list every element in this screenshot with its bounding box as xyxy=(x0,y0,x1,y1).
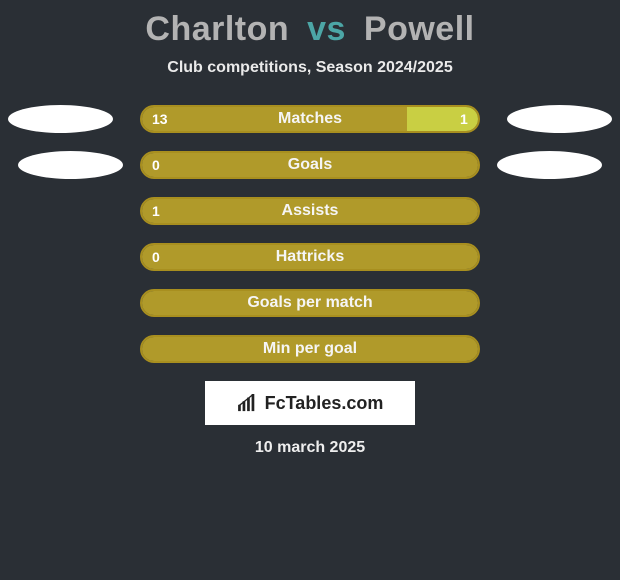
comparison-infographic: Charlton vs Powell Club competitions, Se… xyxy=(0,0,620,580)
stat-row-goals: 0 Goals xyxy=(0,151,620,179)
stat-bar-left xyxy=(142,337,478,361)
stat-bar xyxy=(140,335,480,363)
brand-badge: FcTables.com xyxy=(205,381,415,425)
stat-bar xyxy=(140,105,480,133)
stat-value-left: 0 xyxy=(152,243,160,271)
avatar-placeholder-right xyxy=(507,105,612,133)
stat-bar-left xyxy=(142,153,478,177)
title-player1: Charlton xyxy=(145,10,289,48)
stat-rows: 13 Matches 1 0 Goals 1 Assists xyxy=(0,105,620,363)
stat-bar-left xyxy=(142,107,407,131)
stat-row-matches: 13 Matches 1 xyxy=(0,105,620,133)
date-label: 10 march 2025 xyxy=(255,439,365,457)
stat-bar xyxy=(140,289,480,317)
stat-bar xyxy=(140,151,480,179)
stat-row-assists: 1 Assists xyxy=(0,197,620,225)
stat-row-min-per-goal: Min per goal xyxy=(0,335,620,363)
avatar-placeholder-left xyxy=(8,105,113,133)
title-player2: Powell xyxy=(364,10,475,48)
stat-bar-left xyxy=(142,199,478,223)
stat-bar-left xyxy=(142,291,478,315)
avatar-placeholder-right xyxy=(497,151,602,179)
brand-text: FcTables.com xyxy=(265,393,384,414)
subtitle: Club competitions, Season 2024/2025 xyxy=(167,59,452,77)
stat-bar xyxy=(140,243,480,271)
stat-bar xyxy=(140,197,480,225)
stat-value-left: 1 xyxy=(152,197,160,225)
title-vs: vs xyxy=(307,10,346,48)
stat-value-left: 0 xyxy=(152,151,160,179)
stat-value-left: 13 xyxy=(152,105,168,133)
stat-row-hattricks: 0 Hattricks xyxy=(0,243,620,271)
avatar-placeholder-left xyxy=(18,151,123,179)
chart-icon xyxy=(237,394,259,412)
page-title: Charlton vs Powell xyxy=(145,10,474,49)
stat-bar-left xyxy=(142,245,478,269)
stat-row-goals-per-match: Goals per match xyxy=(0,289,620,317)
stat-value-right: 1 xyxy=(460,105,468,133)
